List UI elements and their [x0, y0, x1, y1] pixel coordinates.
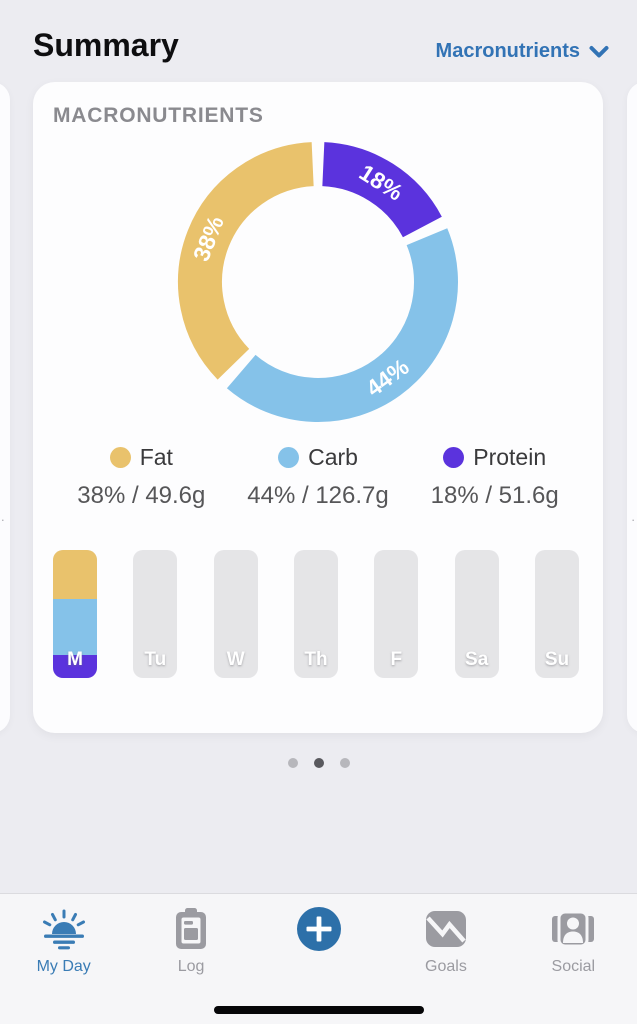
weekly-macro-bars: M Tu W Th F Sa Su: [53, 550, 579, 678]
protein-color-dot: [443, 447, 465, 468]
fat-color-dot: [109, 447, 131, 468]
card-title: MACRONUTRIENTS: [53, 104, 264, 127]
tab-my-day[interactable]: My Day: [0, 894, 127, 1024]
bar-segment-protein: [53, 654, 97, 678]
tab-log[interactable]: Log: [127, 894, 254, 1024]
tab-label: My Day: [36, 958, 91, 975]
carousel-card-next[interactable]: · ·: [627, 82, 637, 733]
donut-segment-fat[interactable]: [178, 142, 315, 380]
bar-segment-fat: [53, 550, 97, 599]
legend-name: Carb: [308, 444, 358, 470]
bar-segment-carb: [53, 598, 97, 655]
carb-color-dot: [278, 447, 300, 468]
add-entry-button[interactable]: [255, 894, 382, 1024]
day-bar-f[interactable]: F: [374, 550, 419, 678]
tab-label: Social: [551, 958, 596, 975]
day-label: W: [226, 649, 245, 670]
clipped-text-hint: · ·: [631, 512, 637, 527]
legend-item-fat: Fat 38% / 49.6g: [53, 444, 230, 510]
legend-value: 44% / 126.7g: [247, 482, 389, 509]
macronutrients-card: MACRONUTRIENTS 18% 44% 38% Fat 38% / 49.6g…: [33, 82, 603, 733]
day-bar-w[interactable]: W: [213, 550, 258, 678]
page-dot-3[interactable]: [339, 758, 350, 768]
page-dot-1[interactable]: [287, 758, 298, 768]
carousel-card-previous[interactable]: · ·: [0, 82, 10, 733]
macro-legend: Fat 38% / 49.6g Carb 44% / 126.7g Protei…: [53, 444, 583, 510]
view-selector-label: Macronutrients: [435, 40, 580, 62]
tab-label: Goals: [425, 958, 467, 975]
clipped-text-hint: · ·: [0, 512, 7, 527]
day-bar-su[interactable]: Su: [534, 550, 579, 678]
plus-icon: [295, 905, 343, 953]
day-bar-sa[interactable]: Sa: [454, 550, 499, 678]
legend-item-carb: Carb 44% / 126.7g: [230, 444, 407, 510]
day-bar-th[interactable]: Th: [293, 550, 338, 678]
clipboard-icon: [173, 905, 209, 953]
legend-value: 18% / 51.6g: [430, 482, 559, 509]
day-label: Tu: [144, 649, 167, 670]
tab-goals[interactable]: Goals: [382, 894, 509, 1024]
legend-item-protein: Protein 18% / 51.6g: [406, 444, 583, 510]
day-bar-m[interactable]: M: [53, 550, 97, 678]
day-label: Sa: [465, 649, 489, 670]
page-title: Summary: [33, 27, 179, 63]
legend-name: Fat: [139, 444, 173, 470]
carousel-page-dots: [0, 758, 637, 768]
tab-label: Log: [177, 958, 205, 975]
home-indicator[interactable]: [213, 1006, 424, 1014]
view-selector-dropdown[interactable]: Macronutrients: [436, 40, 609, 63]
bottom-tab-bar: My Day Log: [0, 893, 637, 1024]
day-label: Su: [544, 649, 570, 670]
day-label: F: [390, 649, 403, 670]
donut-segment-protein[interactable]: [321, 142, 442, 238]
donut-segment-carb[interactable]: [226, 228, 458, 422]
legend-value: 38% / 49.6g: [77, 482, 206, 509]
tab-social[interactable]: Social: [510, 894, 637, 1024]
chevron-down-icon: [589, 45, 609, 59]
people-icon: [549, 905, 597, 953]
macro-donut-chart: 18%44%38%: [178, 142, 458, 422]
trend-chart-icon: [425, 905, 467, 953]
page-dot-2[interactable]: [313, 758, 324, 768]
legend-name: Protein: [473, 444, 547, 470]
sunrise-icon: [39, 905, 89, 953]
day-label: Th: [304, 649, 328, 670]
day-label: M: [67, 649, 83, 670]
day-bar-tu[interactable]: Tu: [133, 550, 178, 678]
